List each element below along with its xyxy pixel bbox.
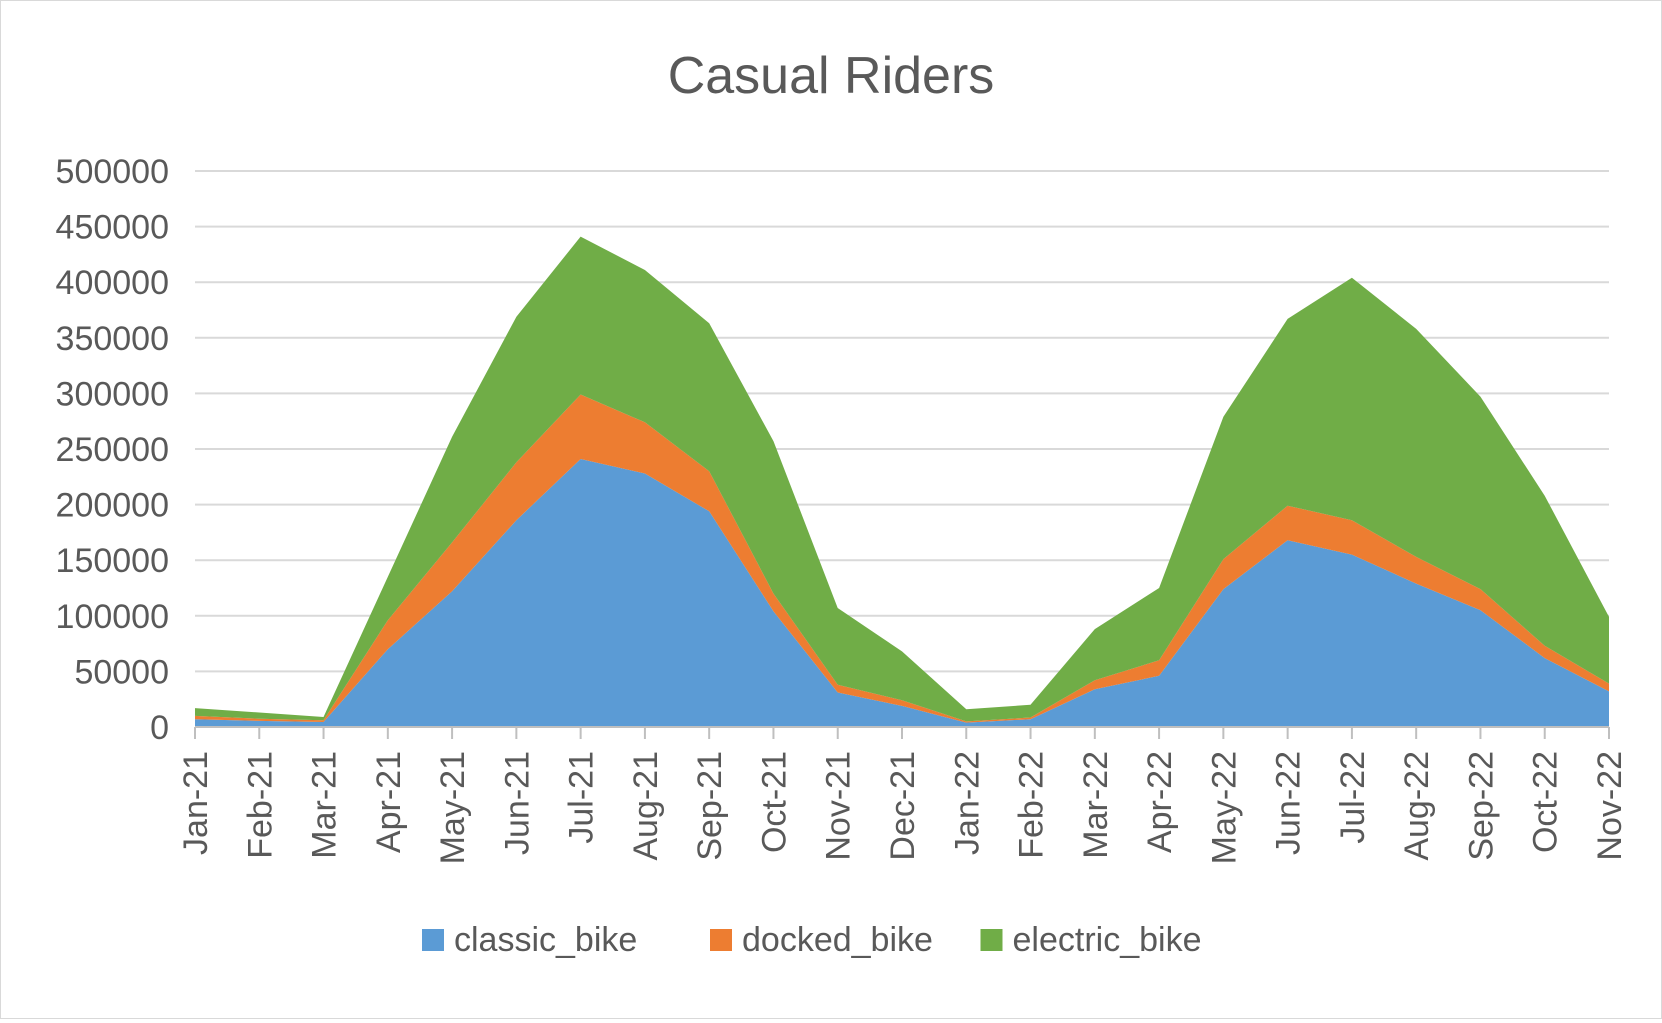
legend-label: classic_bike (454, 921, 637, 959)
x-tick-label: Aug-21 (627, 751, 665, 861)
legend-swatch (980, 929, 1003, 951)
x-tick-label: Oct-22 (1527, 751, 1565, 853)
y-tick-label: 500000 (56, 153, 169, 191)
x-tick-label: Oct-21 (755, 751, 793, 853)
legend-label: docked_bike (742, 921, 933, 959)
x-tick-label: Apr-22 (1141, 751, 1179, 853)
area-classic-bike (195, 459, 1609, 727)
y-tick-label: 200000 (56, 487, 169, 525)
y-tick-label: 250000 (56, 431, 169, 469)
x-tick-label: May-22 (1205, 751, 1243, 864)
x-tick-label: Jul-21 (563, 751, 601, 844)
x-tick-label: Jan-22 (948, 751, 986, 855)
legend-label: electric_bike (1013, 921, 1202, 959)
x-tick-label: Jan-21 (177, 751, 215, 855)
y-tick-label: 150000 (56, 542, 169, 580)
x-tick-label: Mar-22 (1077, 751, 1115, 859)
x-tick-label: May-21 (434, 751, 472, 864)
area-electric-bike (195, 236, 1609, 722)
area-docked-bike (195, 394, 1609, 723)
x-tick-label: Jun-22 (1270, 751, 1308, 855)
x-tick-label: Sep-22 (1462, 751, 1500, 861)
y-tick-label: 350000 (56, 320, 169, 358)
x-tick-label: Jun-21 (498, 751, 536, 855)
legend-swatch (710, 929, 732, 951)
y-tick-label: 0 (150, 709, 169, 747)
x-tick-label: Dec-21 (884, 751, 922, 861)
x-tick-label: Mar-21 (306, 751, 344, 859)
legend: classic_bike docked_bike electric_bike (422, 921, 1201, 959)
y-tick-label: 450000 (56, 209, 169, 247)
axes: 0 50000 100000 150000 200000 250000 300000 3500… (56, 153, 1629, 864)
x-tick-label: Apr-21 (370, 751, 408, 853)
y-tick-label: 300000 (56, 375, 169, 413)
x-tick-label: Aug-22 (1398, 751, 1436, 861)
x-tick-label: Nov-22 (1591, 751, 1629, 861)
y-tick-label: 100000 (56, 598, 169, 636)
area-series (195, 236, 1609, 727)
x-tick-label: Feb-21 (241, 751, 279, 859)
x-tick-label: Feb-22 (1013, 751, 1051, 859)
x-tick-label: Jul-22 (1334, 751, 1372, 844)
chart-title: Casual Riders (668, 47, 995, 105)
x-tick-label: Nov-21 (820, 751, 858, 861)
y-tick-label: 400000 (56, 264, 169, 302)
legend-swatch (422, 929, 444, 951)
y-tick-label: 50000 (74, 653, 169, 691)
x-tick-label: Sep-21 (691, 751, 729, 861)
